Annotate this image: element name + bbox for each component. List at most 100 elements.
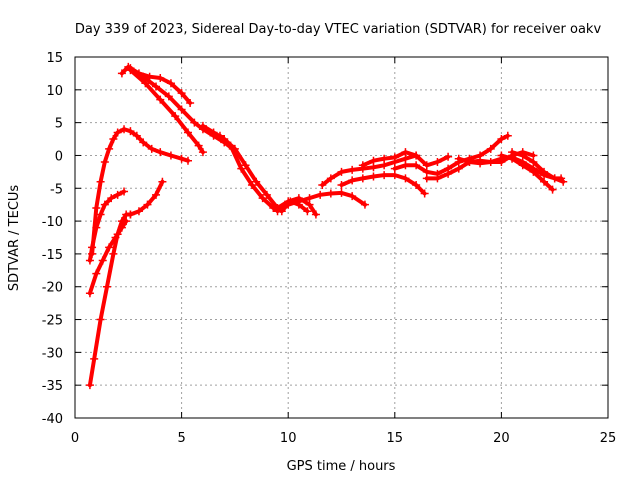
y-tick-label: 15 bbox=[46, 51, 63, 66]
data-point bbox=[559, 177, 568, 186]
data-point bbox=[186, 98, 195, 107]
data-point bbox=[96, 315, 105, 324]
data-point bbox=[177, 89, 186, 98]
data-series bbox=[85, 62, 568, 390]
data-point bbox=[156, 95, 165, 104]
data-point bbox=[369, 156, 378, 165]
data-point bbox=[98, 256, 107, 265]
data-point bbox=[147, 144, 156, 153]
data-point bbox=[518, 161, 527, 170]
data-point bbox=[85, 289, 94, 298]
data-point bbox=[318, 180, 327, 189]
data-point bbox=[209, 128, 218, 137]
data-point bbox=[166, 79, 175, 88]
series-line bbox=[90, 127, 190, 256]
data-point bbox=[497, 151, 506, 160]
series-track-19 bbox=[508, 148, 568, 186]
x-axis-label: GPS time / hours bbox=[287, 459, 396, 474]
data-point bbox=[183, 156, 192, 165]
y-tick-label: -35 bbox=[42, 379, 63, 394]
data-point bbox=[113, 190, 122, 199]
data-point bbox=[529, 167, 538, 176]
data-point bbox=[85, 381, 94, 390]
data-point bbox=[105, 243, 114, 252]
series-line bbox=[128, 66, 235, 151]
y-tick-label: -15 bbox=[42, 248, 63, 263]
x-tick-label: 5 bbox=[177, 431, 185, 446]
data-point bbox=[177, 154, 186, 163]
data-point bbox=[143, 200, 152, 209]
data-point bbox=[252, 177, 261, 186]
data-point bbox=[518, 151, 527, 160]
data-point bbox=[348, 192, 357, 201]
data-point bbox=[111, 233, 120, 242]
data-point bbox=[113, 128, 122, 137]
data-point bbox=[247, 180, 256, 189]
data-point bbox=[126, 66, 135, 75]
data-point bbox=[109, 249, 118, 258]
grid bbox=[75, 57, 608, 418]
data-point bbox=[88, 249, 97, 258]
data-point bbox=[215, 131, 224, 140]
data-point bbox=[107, 194, 116, 203]
y-tick-label: -30 bbox=[42, 346, 63, 361]
data-point bbox=[96, 210, 105, 219]
data-point bbox=[358, 161, 367, 170]
data-point bbox=[454, 154, 463, 163]
data-point bbox=[141, 79, 150, 88]
data-point bbox=[164, 92, 173, 101]
data-point bbox=[226, 141, 235, 150]
data-point bbox=[486, 144, 495, 153]
data-point bbox=[420, 189, 429, 198]
data-point bbox=[422, 174, 431, 183]
data-point bbox=[92, 269, 101, 278]
data-point bbox=[158, 177, 167, 186]
y-tick-label: -10 bbox=[42, 215, 63, 230]
data-point bbox=[96, 177, 105, 186]
data-point bbox=[348, 165, 357, 174]
data-point bbox=[241, 161, 250, 170]
chart-title: Day 339 of 2023, Sidereal Day-to-day VTE… bbox=[75, 22, 602, 37]
data-point bbox=[465, 158, 474, 167]
y-tick-label: -5 bbox=[50, 182, 63, 197]
series-line bbox=[320, 153, 419, 187]
series-track-11 bbox=[273, 188, 369, 216]
plot-frame bbox=[74, 56, 609, 419]
series-track-12 bbox=[318, 151, 421, 189]
data-point bbox=[433, 174, 442, 183]
data-point bbox=[134, 207, 143, 216]
data-point bbox=[194, 141, 203, 150]
data-point bbox=[358, 174, 367, 183]
data-point bbox=[303, 207, 312, 216]
data-point bbox=[117, 69, 126, 78]
x-tick-label: 20 bbox=[493, 431, 510, 446]
data-point bbox=[326, 189, 335, 198]
data-point bbox=[401, 148, 410, 157]
data-point bbox=[508, 148, 517, 157]
data-point bbox=[390, 153, 399, 162]
data-point bbox=[198, 148, 207, 157]
series-track-13 bbox=[337, 171, 429, 198]
data-point bbox=[444, 152, 453, 161]
y-tick-label: -20 bbox=[42, 281, 63, 296]
data-point bbox=[183, 128, 192, 137]
data-point bbox=[122, 217, 131, 226]
series-track-8 bbox=[126, 66, 207, 157]
data-point bbox=[90, 354, 99, 363]
data-point bbox=[126, 210, 135, 219]
data-point bbox=[100, 200, 109, 209]
data-point bbox=[412, 161, 421, 170]
data-point bbox=[550, 174, 559, 183]
data-point bbox=[433, 158, 442, 167]
series-track-18 bbox=[497, 151, 557, 194]
data-point bbox=[503, 131, 512, 140]
data-point bbox=[269, 203, 278, 212]
series-track-5 bbox=[88, 125, 192, 258]
data-point bbox=[92, 203, 101, 212]
data-point bbox=[258, 194, 267, 203]
data-point bbox=[85, 256, 94, 265]
data-point bbox=[380, 154, 389, 163]
data-point bbox=[117, 223, 126, 232]
data-point bbox=[102, 282, 111, 291]
data-point bbox=[273, 207, 282, 216]
